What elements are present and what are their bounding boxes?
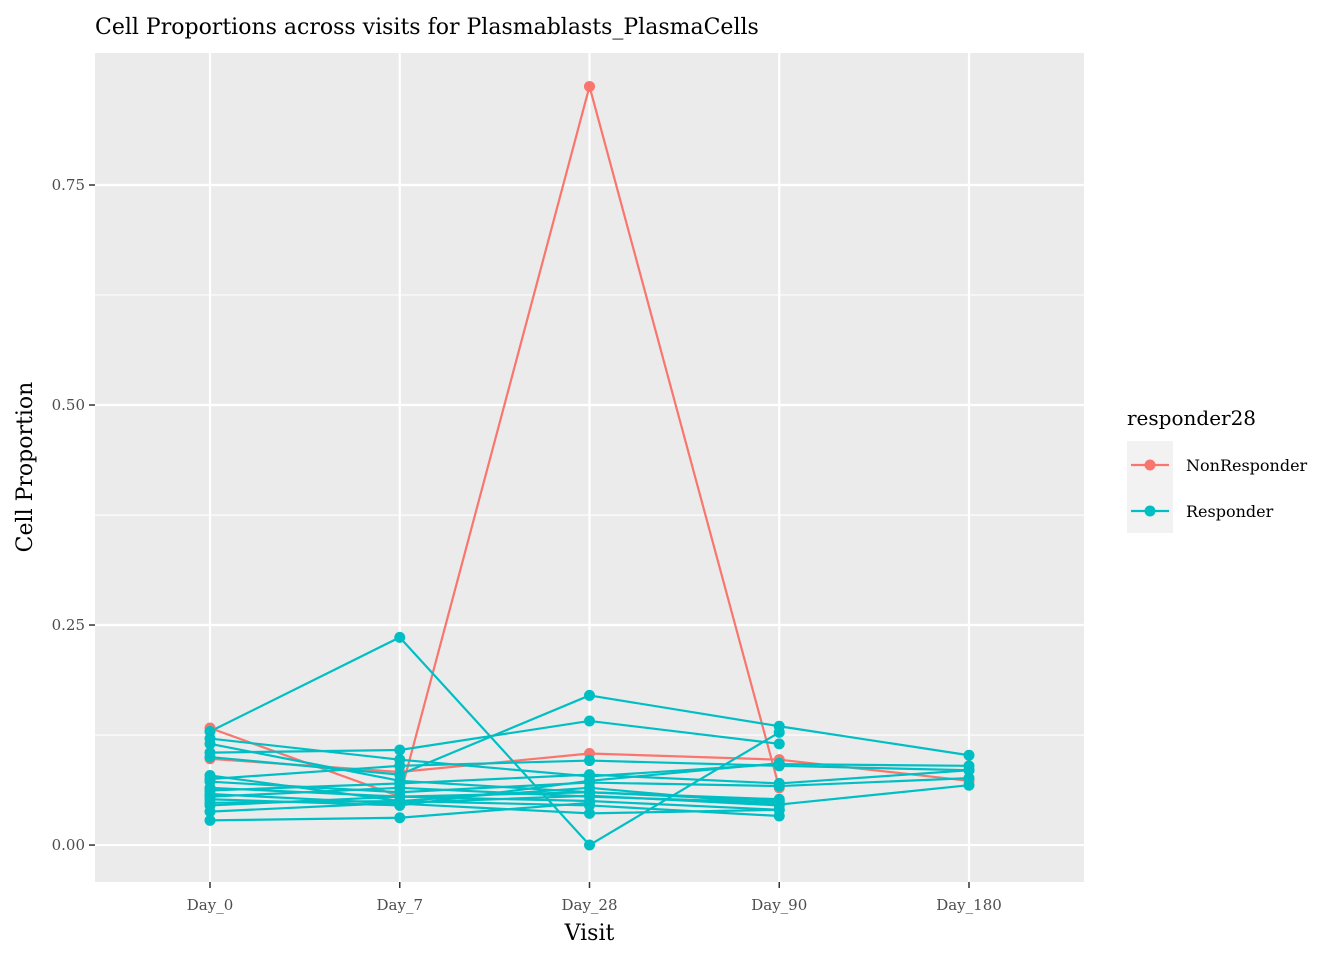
data-point-4-0 [204, 738, 216, 750]
data-point-6-2 [584, 689, 595, 701]
data-point-17-0 [204, 806, 216, 818]
legend-key-point-1 [1144, 505, 1156, 517]
x-tick-label-4: Day_180 [936, 896, 1002, 914]
y-tick-label-2: 0.50 [52, 396, 85, 414]
y-tick-label-1: 0.25 [52, 616, 85, 634]
data-point-2-1 [394, 631, 406, 643]
data-point-18-2 [584, 797, 595, 809]
legend-keys-background [1127, 441, 1173, 533]
data-point-12-2 [584, 807, 595, 819]
legend-label-1: Responder [1186, 502, 1274, 521]
x-tick-label-2: Day_28 [561, 896, 617, 914]
data-point-5-1 [394, 744, 406, 756]
data-point-8-2 [584, 755, 595, 767]
data-point-2-2 [584, 839, 595, 851]
legend-key-point-0 [1144, 459, 1156, 471]
data-point-6-1 [394, 769, 406, 781]
y-tick-label-0: 0.00 [52, 836, 85, 854]
data-point-13-1 [394, 782, 406, 794]
x-axis: Day_0 Day_7 Day_28 Day_90 Day_180 [187, 882, 1002, 914]
legend: responder28 NonResponder Responder [1127, 406, 1308, 533]
data-point-6-4 [963, 749, 975, 761]
series-line-16 [209, 791, 780, 807]
y-tick-label-3: 0.75 [52, 176, 85, 194]
data-point-14-2 [584, 775, 595, 787]
data-point-6-0 [204, 751, 216, 763]
y-axis: 0.00 0.25 0.50 0.75 [52, 176, 95, 854]
x-tick-label-0: Day_0 [187, 896, 234, 914]
x-tick-label-3: Day_90 [751, 896, 807, 914]
data-point-0-2 [584, 80, 595, 92]
data-point-11-4 [963, 764, 975, 776]
data-point-17-3 [773, 799, 785, 811]
data-point-8-1 [394, 760, 406, 772]
data-point-18-0 [204, 814, 216, 826]
data-point-17-1 [394, 797, 406, 809]
x-axis-title: Visit [564, 921, 615, 946]
legend-label-0: NonResponder [1186, 456, 1308, 475]
chart-title: Cell Proportions across visits for Plasm… [95, 15, 759, 40]
data-point-9-4 [963, 772, 975, 784]
data-point-14-3 [773, 757, 785, 769]
data-point-11-3 [773, 777, 785, 789]
y-axis-title: Cell Proportion [13, 382, 38, 553]
series-line-17 [209, 794, 780, 813]
series-points [204, 80, 975, 851]
data-point-6-3 [773, 720, 785, 732]
x-tick-label-1: Day_7 [377, 896, 424, 914]
series-line-2 [209, 636, 780, 847]
data-point-18-1 [394, 812, 406, 824]
data-point-15-3 [773, 810, 785, 822]
legend-title: responder28 [1127, 406, 1256, 430]
data-point-5-3 [773, 738, 785, 750]
data-point-5-2 [584, 715, 595, 727]
